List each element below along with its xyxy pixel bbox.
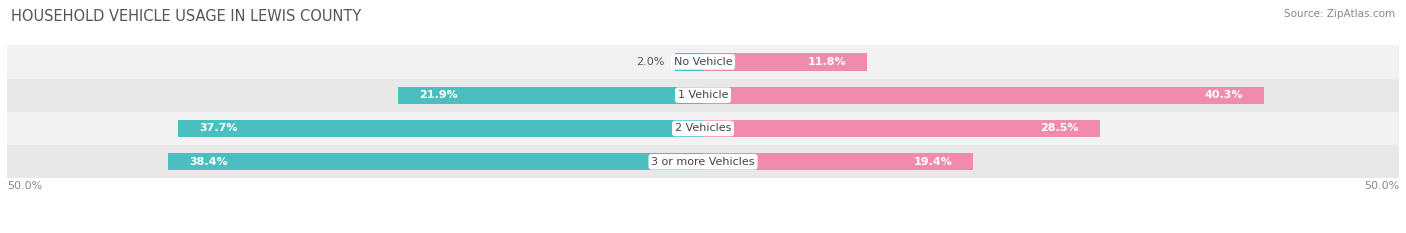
Text: 50.0%: 50.0% [1364,181,1399,191]
Bar [7,145,1399,178]
Text: 50.0%: 50.0% [7,181,42,191]
Text: 2.0%: 2.0% [636,57,664,67]
Bar [7,112,1399,145]
Text: 1 Vehicle: 1 Vehicle [678,90,728,100]
Bar [675,53,703,71]
Bar [703,120,1099,137]
Bar [703,53,868,71]
Bar [7,79,1399,112]
Bar [7,45,1399,79]
Text: Source: ZipAtlas.com: Source: ZipAtlas.com [1284,9,1395,19]
Text: 28.5%: 28.5% [1040,123,1078,134]
Text: 40.3%: 40.3% [1205,90,1243,100]
Text: No Vehicle: No Vehicle [673,57,733,67]
Bar [703,153,973,170]
Bar [398,86,703,104]
Text: 19.4%: 19.4% [914,157,952,167]
Text: 21.9%: 21.9% [419,90,458,100]
Text: 2 Vehicles: 2 Vehicles [675,123,731,134]
Text: HOUSEHOLD VEHICLE USAGE IN LEWIS COUNTY: HOUSEHOLD VEHICLE USAGE IN LEWIS COUNTY [11,9,361,24]
Bar [169,153,703,170]
Text: 11.8%: 11.8% [807,57,846,67]
Text: 38.4%: 38.4% [190,157,228,167]
Text: 37.7%: 37.7% [200,123,238,134]
Bar [703,86,1264,104]
Bar [179,120,703,137]
Text: 3 or more Vehicles: 3 or more Vehicles [651,157,755,167]
